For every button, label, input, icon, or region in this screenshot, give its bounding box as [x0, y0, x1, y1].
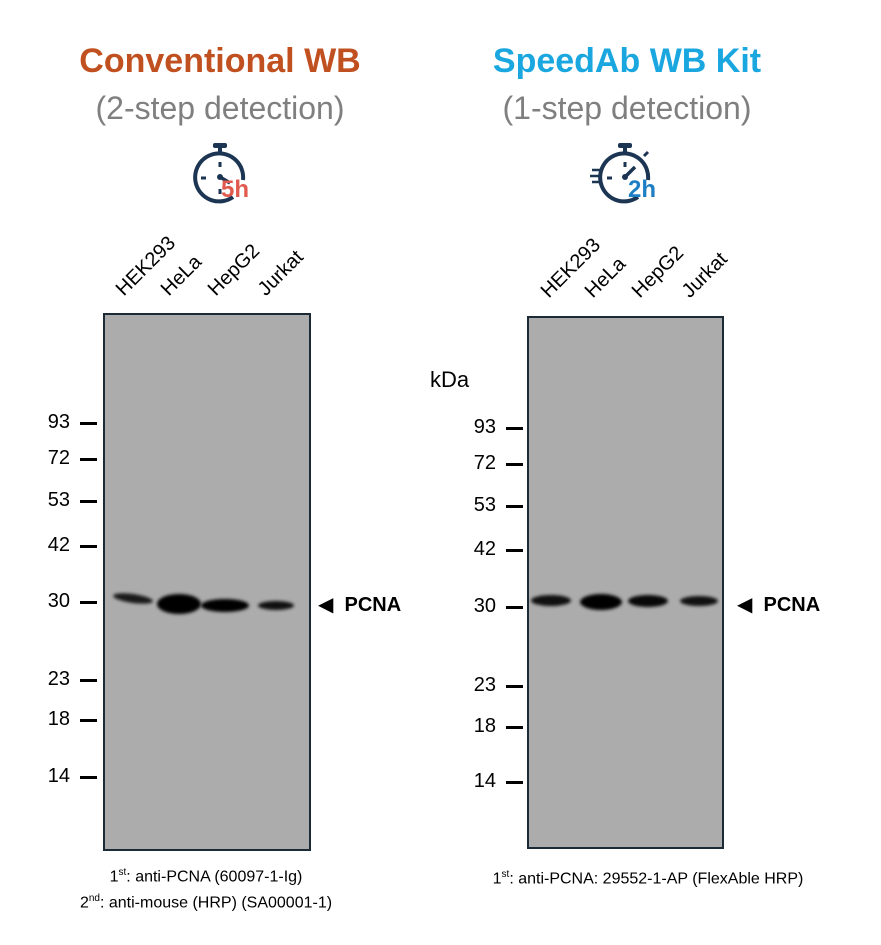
marker-tick — [506, 685, 523, 688]
right-blot — [527, 316, 724, 849]
band — [258, 601, 294, 610]
arrow-left-icon: ◀ — [737, 594, 753, 616]
marker-label: 53 — [47, 489, 70, 511]
marker-tick — [80, 601, 97, 604]
left-target-label: ◀ PCNA — [318, 594, 402, 616]
left-blot — [103, 313, 311, 851]
marker-tick — [506, 549, 523, 552]
marker-tick — [80, 422, 97, 425]
lane-label: HepG2 — [627, 241, 689, 303]
marker-label: 23 — [47, 668, 70, 690]
band — [580, 594, 622, 610]
right-caption: 1st: anti-PCNA: 29552-1-AP (FlexAble HRP… — [458, 864, 838, 890]
marker-label: 53 — [473, 494, 496, 516]
marker-tick — [506, 427, 523, 430]
band — [157, 594, 201, 614]
marker-label: 93 — [47, 411, 70, 433]
marker-tick — [80, 776, 97, 779]
marker-label: 93 — [473, 416, 496, 438]
right-caption-line1: 1st: anti-PCNA: 29552-1-AP (FlexAble HRP… — [492, 869, 804, 888]
marker-tick — [80, 458, 97, 461]
marker-tick — [80, 500, 97, 503]
kda-unit-label: kDa — [430, 367, 470, 392]
marker-label: 42 — [47, 534, 70, 556]
right-subtitle: (1-step detection) — [502, 90, 752, 126]
band — [531, 595, 571, 606]
marker-label: 18 — [47, 708, 70, 730]
marker-tick — [80, 545, 97, 548]
arrow-left-icon: ◀ — [318, 594, 334, 616]
left-caption-line1: 1st: anti-PCNA (60097-1-Ig) — [109, 867, 303, 886]
stopwatch-icon: 5h — [183, 140, 263, 208]
marker-tick — [506, 781, 523, 784]
marker-tick — [506, 606, 523, 609]
marker-label: 42 — [473, 538, 496, 560]
marker-tick — [80, 679, 97, 682]
lane-label: HepG2 — [203, 239, 265, 301]
marker-label: 14 — [473, 770, 496, 792]
marker-tick — [506, 505, 523, 508]
left-caption-line2: 2nd: anti-mouse (HRP) (SA00001-1) — [79, 893, 333, 912]
band — [201, 599, 249, 612]
marker-label: 30 — [47, 590, 70, 612]
marker-label: 18 — [473, 715, 496, 737]
right-target-label: ◀ PCNA — [737, 594, 821, 616]
left-subtitle: (2-step detection) — [95, 90, 345, 126]
band — [628, 595, 668, 607]
marker-label: 72 — [47, 447, 70, 469]
left-title: Conventional WB — [79, 42, 361, 80]
right-timer-label: 2h — [628, 176, 657, 203]
marker-label: 30 — [473, 595, 496, 617]
fast-stopwatch-icon: 2h — [590, 140, 670, 208]
marker-tick — [506, 463, 523, 466]
marker-tick — [506, 726, 523, 729]
marker-tick — [80, 719, 97, 722]
marker-label: 72 — [473, 452, 496, 474]
right-title: SpeedAb WB Kit — [492, 42, 762, 80]
left-caption: 1st: anti-PCNA (60097-1-Ig) 2nd: anti-mo… — [36, 862, 376, 915]
band — [680, 596, 718, 606]
left-timer-label: 5h — [221, 176, 250, 203]
marker-label: 23 — [473, 674, 496, 696]
marker-label: 14 — [47, 765, 70, 787]
